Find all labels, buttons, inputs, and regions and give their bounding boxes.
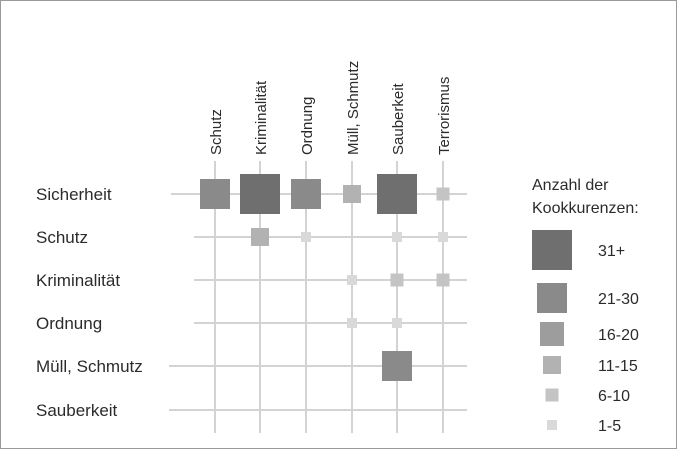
cell-sicherheit-kriminalitaet [240,174,280,214]
legend-title-line2: Kookkurenzen: [532,200,639,217]
column-label-muell-schmutz: Müll, Schmutz [345,61,362,155]
column-label-sauberkeit: Sauberkeit [390,82,407,155]
column-label-terrorismus: Terrorismus [436,77,453,155]
column-labels: Schutz Kriminalität Ordnung Müll, Schmutz Sa… [208,61,453,155]
row-label-sauberkeit: Sauberkeit [36,401,118,420]
matrix-squares [200,174,450,381]
row-label-kriminalitaet: Kriminalität [36,271,120,290]
legend-swatch-11-15 [543,356,561,374]
cell-sicherheit-muell-schmutz [343,185,361,203]
cell-schutz-sauberkeit [392,232,402,242]
legend: Anzahl der Kookkurenzen: 31+ 21-30 16-20 11… [532,177,639,435]
row-label-ordnung: Ordnung [36,314,102,333]
row-labels: Sicherheit Schutz Kriminalität Ordnung Müll,… [36,185,143,420]
column-label-kriminalitaet: Kriminalität [253,80,270,155]
legend-swatch-21-30 [537,283,567,313]
legend-swatch-16-20 [540,322,564,346]
legend-label-16-20: 16-20 [598,327,639,344]
cell-ordnung-sauberkeit [392,318,402,328]
cell-kriminalitaet-terrorismus [436,273,450,287]
cell-sicherheit-ordnung [291,179,321,209]
cell-sicherheit-schutz [200,179,230,209]
row-label-muell-schmutz: Müll, Schmutz [36,357,143,376]
legend-swatch-31 [532,230,572,270]
legend-label-11-15: 11-15 [598,358,638,375]
legend-label-6-10: 6-10 [598,388,630,405]
cell-schutz-ordnung [301,232,311,242]
cell-sicherheit-sauberkeit [377,174,417,214]
cell-kriminalitaet-sauberkeit [390,273,404,287]
legend-label-31: 31+ [598,243,625,260]
legend-swatch-1-5 [547,420,557,430]
row-label-sicherheit: Sicherheit [36,185,112,204]
cell-schutz-kriminalitaet [251,228,269,246]
cell-ordnung-muell-schmutz [347,318,357,328]
cell-schutz-terrorismus [438,232,448,242]
cell-sicherheit-terrorismus [436,187,450,201]
column-label-ordnung: Ordnung [299,97,316,155]
row-label-schutz: Schutz [36,228,88,247]
legend-swatch-6-10 [545,388,559,402]
cell-kriminalitaet-muell-schmutz [347,275,357,285]
legend-title-line1: Anzahl der [532,177,609,194]
cell-muell-schmutz-sauberkeit [382,351,412,381]
legend-label-21-30: 21-30 [598,291,639,308]
legend-label-1-5: 1-5 [598,418,621,435]
column-label-schutz: Schutz [208,109,225,155]
